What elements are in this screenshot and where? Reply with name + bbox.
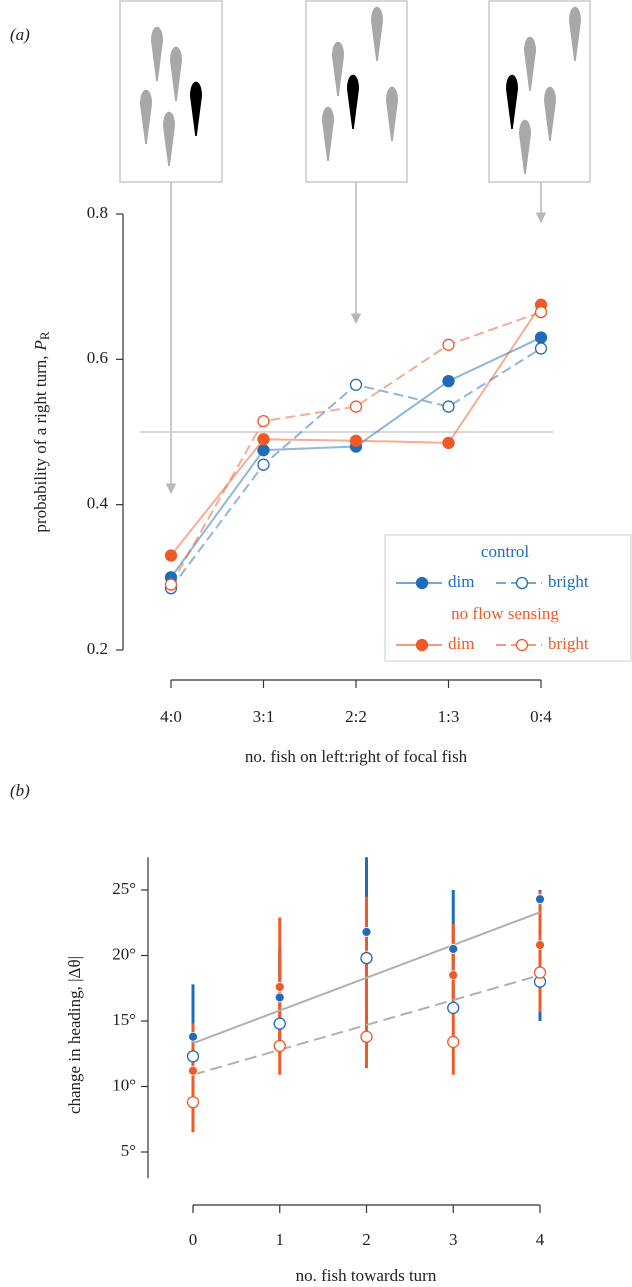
legend-label: bright — [548, 634, 589, 653]
y-tick-label: 20° — [112, 944, 136, 963]
marker — [257, 414, 270, 428]
marker — [534, 331, 548, 344]
marker — [188, 1031, 198, 1042]
y-axis-label-text: probability of a right turn, — [31, 356, 50, 533]
marker — [186, 1096, 200, 1109]
marker — [535, 940, 545, 950]
y-tick-label: 0.2 — [87, 639, 108, 658]
x-axis-label: no. fish on left:right of focal fish — [245, 747, 468, 766]
x-tick-label: 3:1 — [253, 707, 275, 726]
legend-marker — [415, 576, 429, 590]
legend-label: dim — [448, 572, 474, 591]
marker — [442, 338, 455, 351]
x-tick-label: 4:0 — [160, 707, 182, 726]
marker — [274, 992, 285, 1003]
marker — [361, 927, 372, 937]
x-tick-label: 2 — [362, 1230, 371, 1249]
marker — [257, 444, 270, 457]
x-tick-label: 1 — [276, 1230, 285, 1249]
panel-label: (a) — [10, 25, 30, 44]
marker — [349, 434, 363, 447]
marker — [186, 1050, 200, 1063]
marker — [164, 578, 178, 591]
x-tick-label: 2:2 — [345, 707, 367, 726]
legend-label: dim — [448, 634, 474, 653]
marker — [534, 305, 548, 319]
x-tick-label: 3 — [449, 1230, 458, 1249]
y-tick-label: 25° — [112, 879, 136, 898]
marker — [534, 342, 548, 355]
fit-line — [192, 911, 541, 1045]
fit-line — [192, 974, 541, 1076]
legend-box — [384, 534, 632, 662]
marker — [447, 1001, 460, 1015]
panel-label: (b) — [10, 781, 30, 800]
marker — [273, 1017, 286, 1030]
y-tick-label: 10° — [112, 1075, 136, 1094]
marker — [349, 400, 363, 413]
x-tick-label: 0 — [189, 1230, 198, 1249]
marker — [188, 1065, 198, 1076]
legend-title: no flow sensing — [451, 604, 559, 623]
x-tick-label: 0:4 — [530, 707, 552, 726]
marker — [273, 1039, 286, 1053]
y-tick-label: 5° — [121, 1141, 136, 1160]
marker — [448, 944, 459, 954]
legend-label: bright — [548, 572, 589, 591]
y-tick-label: 0.4 — [87, 494, 109, 513]
marker — [257, 433, 270, 446]
insets — [119, 0, 591, 495]
marker — [349, 378, 363, 391]
marker — [535, 894, 545, 905]
x-tick-label: 4 — [536, 1230, 545, 1249]
marker — [360, 1030, 373, 1043]
series-line — [170, 311, 542, 586]
x-axis-label: no. fish towards turn — [296, 1266, 437, 1285]
y-axis-label: probability of a right turn, PR — [31, 331, 52, 532]
y-axis-label: change in heading, |Δθ| — [65, 956, 84, 1114]
legend-marker — [515, 576, 529, 590]
legend-marker — [415, 638, 429, 652]
legend-marker — [515, 638, 529, 652]
marker — [442, 400, 455, 413]
marker — [164, 549, 178, 562]
marker — [442, 436, 455, 450]
legend-title: control — [481, 542, 529, 561]
y-tick-label: 0.6 — [87, 348, 108, 367]
marker — [533, 966, 547, 979]
marker — [274, 982, 285, 992]
marker — [442, 374, 455, 388]
y-axis-label-subscript: R — [37, 331, 52, 340]
y-axis-label-symbol: P — [31, 340, 50, 351]
y-tick-label: 15° — [112, 1010, 136, 1029]
marker — [257, 458, 270, 471]
y-tick-label: 0.8 — [87, 203, 108, 222]
marker — [448, 970, 459, 981]
marker — [360, 951, 373, 965]
x-tick-label: 1:3 — [438, 707, 460, 726]
series-line — [170, 304, 542, 557]
marker — [447, 1035, 460, 1049]
